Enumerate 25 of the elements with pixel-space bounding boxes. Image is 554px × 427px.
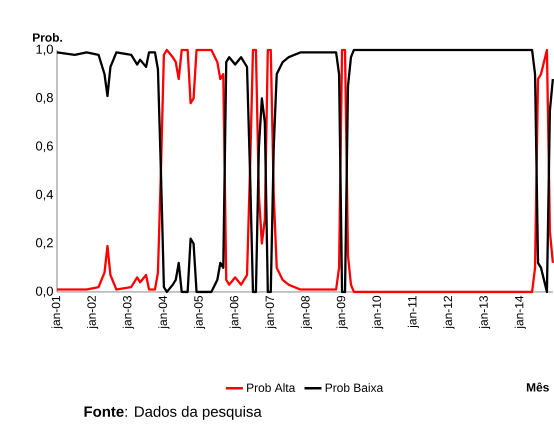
x-tick-label: jan-04 [158,296,170,330]
x-tick-label: jan-14 [514,296,526,330]
x-tick-label: jan-09 [336,296,348,330]
x-tick-label: jan-12 [443,296,455,330]
x-tick-label: jan-13 [479,296,490,330]
legend-label: Prob Baixa [326,383,384,392]
x-tick-label: jan-10 [372,296,384,330]
y-tick-label: 1,0 [36,44,53,56]
x-tick-label: jan-06 [230,296,241,330]
x-tick-label: jan-11 [408,296,419,328]
y-axis-title: Prob. [33,33,62,42]
x-tick-label: jan-08 [300,296,312,330]
text: Fonte: Dados da pesquisa [84,406,262,420]
y-tick-label: 0,0 [36,286,53,298]
x-tick-label: jan-07 [265,296,276,330]
y-tick-label: 0,2 [36,238,53,249]
x-axis-title: Mês [526,382,549,392]
x-tick-label: jan-01 [51,296,63,330]
x-tick-label: jan-02 [87,296,98,330]
x-tick-label: jan-05 [194,296,206,330]
y-tick-label: 0,6 [36,141,53,152]
y-tick-label: 0,4 [36,190,54,201]
y-tick-label: 0,8 [36,93,53,104]
legend-label: Prob Alta [247,383,296,392]
x-tick-label: jan-03 [122,296,134,330]
